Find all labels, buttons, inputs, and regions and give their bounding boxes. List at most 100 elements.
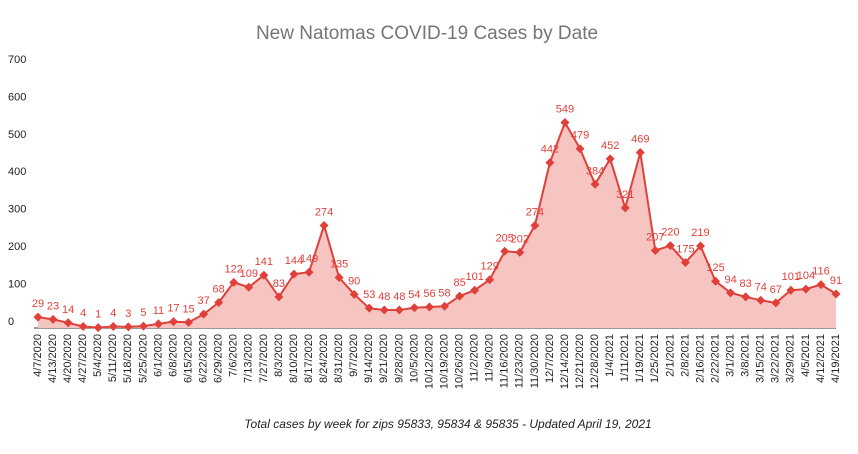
marker bbox=[199, 309, 209, 319]
data-label: 17 bbox=[167, 303, 179, 315]
chart-subtitle: Total cases by week for zips 95833, 9583… bbox=[244, 417, 651, 431]
marker bbox=[711, 276, 721, 286]
x-tick-label: 12/28/2020 bbox=[589, 334, 601, 389]
data-label: 101 bbox=[782, 271, 800, 283]
marker bbox=[138, 321, 148, 331]
x-tick-label: 11/9/2020 bbox=[484, 334, 496, 382]
x-tick-label: 1/19/2021 bbox=[634, 334, 646, 383]
x-tick-label: 8/3/2020 bbox=[273, 334, 285, 377]
marker bbox=[680, 258, 690, 267]
data-label: 274 bbox=[526, 206, 544, 218]
x-tick-label: 4/27/2020 bbox=[77, 334, 89, 383]
data-label: 5 bbox=[140, 307, 146, 319]
x-tick-label: 4/20/2020 bbox=[62, 334, 74, 383]
marker bbox=[424, 302, 434, 312]
marker bbox=[229, 277, 239, 287]
marker bbox=[78, 322, 88, 332]
data-label: 144 bbox=[285, 255, 303, 267]
data-label: 58 bbox=[438, 287, 450, 299]
marker bbox=[801, 284, 811, 294]
x-tick-label: 1/11/2021 bbox=[619, 334, 631, 382]
data-label: 68 bbox=[213, 284, 225, 296]
y-tick-label: 0 bbox=[8, 316, 14, 328]
data-label: 149 bbox=[300, 253, 318, 265]
marker bbox=[695, 241, 705, 251]
x-tick-label: 2/22/2021 bbox=[709, 334, 721, 383]
data-label: 205 bbox=[496, 232, 514, 244]
data-label: 274 bbox=[315, 206, 333, 218]
data-label: 54 bbox=[408, 289, 420, 301]
data-label: 29 bbox=[32, 298, 44, 310]
x-tick-label: 4/19/2021 bbox=[830, 334, 842, 383]
x-tick-label: 4/5/2021 bbox=[800, 334, 812, 377]
x-tick-label: 7/27/2020 bbox=[258, 334, 270, 383]
marker bbox=[560, 118, 570, 128]
x-tick-label: 10/12/2020 bbox=[423, 334, 435, 389]
data-label: 90 bbox=[348, 275, 360, 287]
marker bbox=[485, 275, 495, 285]
x-tick-label: 4/12/2021 bbox=[815, 334, 827, 383]
x-tick-label: 3/8/2021 bbox=[740, 334, 752, 377]
x-tick-label: 8/24/2020 bbox=[318, 334, 330, 383]
marker bbox=[63, 318, 73, 328]
marker bbox=[244, 282, 254, 292]
x-tick-label: 10/5/2020 bbox=[408, 334, 420, 383]
x-tick-label: 11/16/2020 bbox=[499, 334, 511, 388]
chart-title: New Natomas COVID-19 Cases by Date bbox=[256, 23, 598, 44]
y-tick-label: 300 bbox=[8, 204, 26, 216]
marker bbox=[123, 322, 133, 332]
x-tick-label: 5/18/2020 bbox=[122, 334, 134, 383]
y-tick-label: 600 bbox=[8, 91, 26, 103]
marker bbox=[349, 289, 359, 299]
data-label: 109 bbox=[240, 268, 258, 280]
x-tick-label: 8/10/2020 bbox=[288, 334, 300, 383]
marker bbox=[379, 305, 389, 315]
marker bbox=[153, 319, 163, 329]
x-tick-label: 5/25/2020 bbox=[137, 334, 149, 383]
data-label: 15 bbox=[182, 303, 194, 315]
marker bbox=[831, 289, 841, 299]
x-tick-label: 2/1/2021 bbox=[664, 334, 676, 377]
x-tick-label: 5/4/2020 bbox=[92, 334, 104, 377]
y-tick-label: 100 bbox=[8, 278, 26, 290]
marker bbox=[771, 298, 781, 308]
y-tick-label: 400 bbox=[8, 166, 26, 178]
data-label: 4 bbox=[80, 308, 86, 320]
marker bbox=[726, 288, 736, 298]
data-label: 135 bbox=[330, 258, 348, 270]
x-tick-label: 3/29/2021 bbox=[785, 334, 797, 383]
x-tick-label: 12/7/2020 bbox=[544, 334, 556, 383]
data-label: 85 bbox=[453, 277, 465, 289]
marker bbox=[259, 270, 269, 280]
marker bbox=[665, 241, 675, 251]
marker bbox=[455, 291, 465, 301]
x-tick-label: 3/1/2021 bbox=[725, 334, 737, 377]
x-tick-label: 12/14/2020 bbox=[559, 334, 571, 389]
data-label: 175 bbox=[676, 244, 694, 256]
marker bbox=[274, 292, 284, 302]
x-tick-label: 7/13/2020 bbox=[243, 334, 255, 383]
marker bbox=[33, 312, 43, 322]
marker bbox=[364, 303, 374, 313]
data-label: 1 bbox=[95, 309, 101, 321]
data-label: 442 bbox=[541, 144, 559, 156]
data-label: 220 bbox=[661, 227, 679, 239]
marker bbox=[650, 246, 660, 256]
x-tick-label: 2/16/2021 bbox=[694, 334, 706, 383]
x-tick-label: 2/8/2021 bbox=[679, 334, 691, 377]
marker bbox=[515, 247, 525, 257]
data-label: 141 bbox=[255, 256, 273, 268]
data-label: 452 bbox=[601, 140, 619, 152]
data-label: 23 bbox=[47, 300, 59, 312]
marker bbox=[409, 303, 419, 313]
data-label: 101 bbox=[465, 271, 483, 283]
marker bbox=[500, 246, 510, 256]
marker bbox=[48, 314, 58, 324]
marker bbox=[575, 144, 585, 154]
x-tick-label: 1/4/2021 bbox=[604, 334, 616, 377]
x-tick-label: 1/25/2021 bbox=[649, 334, 661, 383]
marker bbox=[620, 203, 630, 213]
data-label: 83 bbox=[273, 278, 285, 290]
